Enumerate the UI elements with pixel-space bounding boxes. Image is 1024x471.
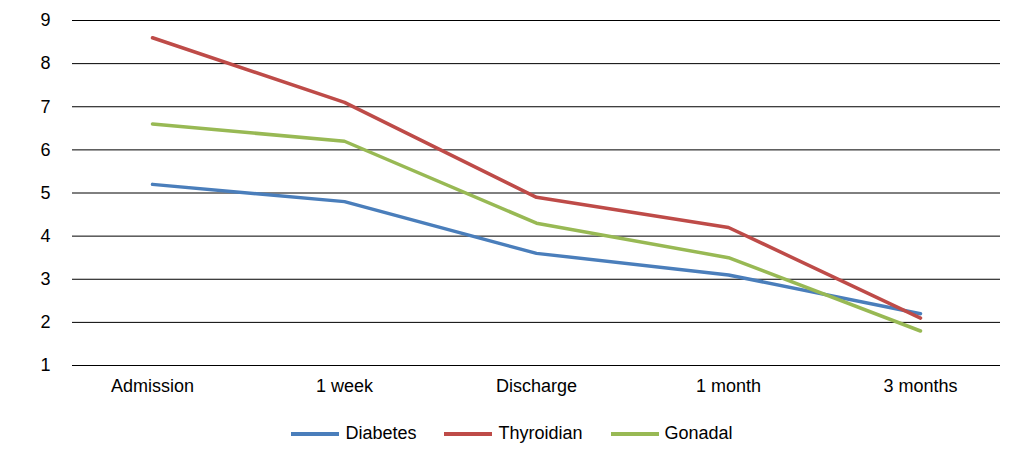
html-text:Diabetes: Diabetes <box>345 423 417 443</box>
svg-text:8: 8 <box>40 53 50 73</box>
svg-text:1 week: 1 week <box>316 376 374 396</box>
svg-text:3: 3 <box>40 269 50 289</box>
svg-text:5: 5 <box>40 183 50 203</box>
svg-text:6: 6 <box>40 140 50 160</box>
svg-text:1: 1 <box>40 355 50 375</box>
svg-text:2: 2 <box>40 312 50 332</box>
svg-text:1 month: 1 month <box>696 376 761 396</box>
html-text:Thyroidian: Thyroidian <box>498 423 583 443</box>
svg-text:3 months: 3 months <box>883 376 957 396</box>
svg-text:7: 7 <box>40 97 50 117</box>
svg-text:9: 9 <box>40 10 50 30</box>
svg-text:Admission: Admission <box>111 376 194 396</box>
svg-text:Discharge: Discharge <box>496 376 577 396</box>
html-text:Gonadal: Gonadal <box>664 423 733 443</box>
svg-text:4: 4 <box>40 226 50 246</box>
